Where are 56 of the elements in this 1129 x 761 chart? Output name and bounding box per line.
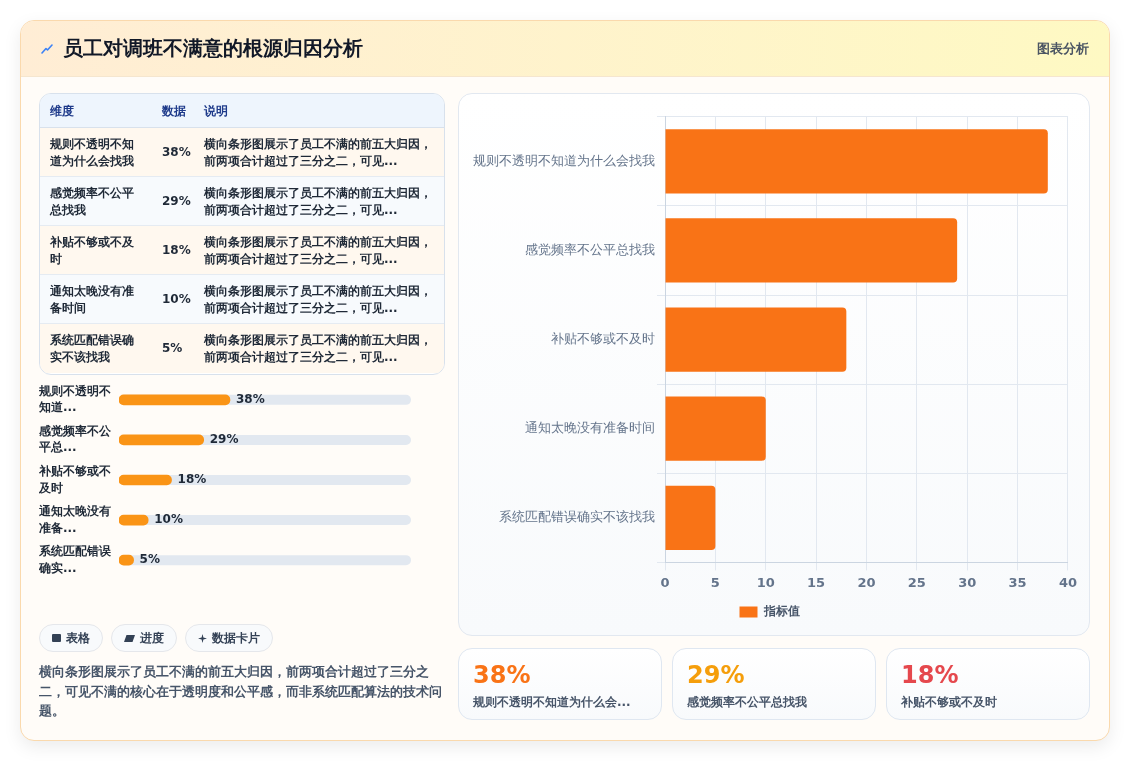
text: 横向条形图展示了员工不满的前五大归因，前两项合计超过了三分之二，可见不满的核心在于透明度和公平感，而非系统匹配算法的技术问题。 bbox=[39, 663, 443, 720]
text: 感觉频率不公平总找我 bbox=[687, 694, 807, 710]
text: 38% bbox=[473, 661, 531, 689]
legend-label: 指标值 bbox=[762, 604, 800, 619]
bar bbox=[665, 218, 958, 283]
data-label: 38% bbox=[235, 391, 265, 406]
x-tick-label: 10 bbox=[756, 574, 775, 590]
y-tick-label: 通知太晚没有准备时间 bbox=[525, 419, 655, 435]
y-tick-label: 规则不透明不知道为什么会找我 bbox=[473, 152, 655, 168]
text: 29% bbox=[687, 661, 745, 689]
x-tick-label: 30 bbox=[958, 574, 977, 590]
text: 说明 bbox=[203, 102, 229, 120]
x-tick-label: 25 bbox=[907, 574, 926, 590]
text: 29% bbox=[161, 193, 192, 210]
x-tick-label: 0 bbox=[660, 574, 670, 590]
data-label: 5% bbox=[139, 552, 160, 567]
y-tick-label: 补贴不够或不及时 bbox=[551, 330, 655, 346]
bar bbox=[665, 307, 847, 372]
text: 数据卡片 bbox=[212, 629, 260, 647]
y-tick-label: 感觉频率不公平总找我 bbox=[525, 241, 655, 257]
x-tick-label: 20 bbox=[857, 574, 876, 590]
x-tick-label: 15 bbox=[807, 574, 826, 590]
text: 18% bbox=[901, 661, 959, 689]
text: 5% bbox=[161, 340, 184, 357]
text: 横向条形图展示了员工不满的前五大归因，前两项合计超过了三分之二，可见... bbox=[203, 184, 433, 219]
bar bbox=[665, 485, 716, 550]
bar bbox=[665, 129, 1048, 194]
x-tick-label: 5 bbox=[710, 574, 720, 590]
x-tick-label: 35 bbox=[1008, 574, 1027, 590]
y-tick-label: 规则不透明不知道... bbox=[38, 383, 111, 415]
y-tick-label: 补贴不够或不及时 bbox=[38, 463, 111, 495]
data-label: 10% bbox=[154, 512, 183, 527]
text: 规则不透明不知道为什么会... bbox=[473, 694, 631, 710]
data-label: 18% bbox=[177, 472, 207, 487]
bar bbox=[665, 396, 766, 461]
data-label: 29% bbox=[209, 432, 239, 447]
text: 图表分析 bbox=[1037, 40, 1089, 58]
text: 维度 bbox=[49, 102, 75, 120]
y-tick-label: 系统匹配错误确实... bbox=[38, 543, 112, 575]
text: 员工对调班不满意的根源归因分析 bbox=[63, 35, 363, 61]
y-tick-label: 通知太晚没有准备... bbox=[38, 503, 111, 535]
bar bbox=[119, 474, 172, 486]
text: 横向条形图展示了员工不满的前五大归因，前两项合计超过了三分之二，可见... bbox=[203, 331, 433, 366]
x-tick-label: 40 bbox=[1058, 574, 1077, 590]
text: 横向条形图展示了员工不满的前五大归因，前两项合计超过了三分之二，可见... bbox=[203, 135, 433, 170]
text: 数据 bbox=[161, 102, 187, 120]
text: 补贴不够或不及时 bbox=[901, 694, 997, 710]
text: 表格 bbox=[66, 629, 90, 647]
text: 10% bbox=[161, 291, 192, 308]
y-tick-label: 系统匹配错误确实不该找我 bbox=[499, 509, 655, 525]
text: 进度 bbox=[140, 629, 164, 647]
text: 18% bbox=[161, 242, 192, 259]
y-tick-label: 感觉频率不公平总... bbox=[38, 423, 112, 455]
text: 横向条形图展示了员工不满的前五大归因，前两项合计超过了三分之二，可见... bbox=[203, 233, 433, 268]
text: 38% bbox=[161, 144, 192, 161]
text: 横向条形图展示了员工不满的前五大归因，前两项合计超过了三分之二，可见... bbox=[203, 282, 433, 317]
